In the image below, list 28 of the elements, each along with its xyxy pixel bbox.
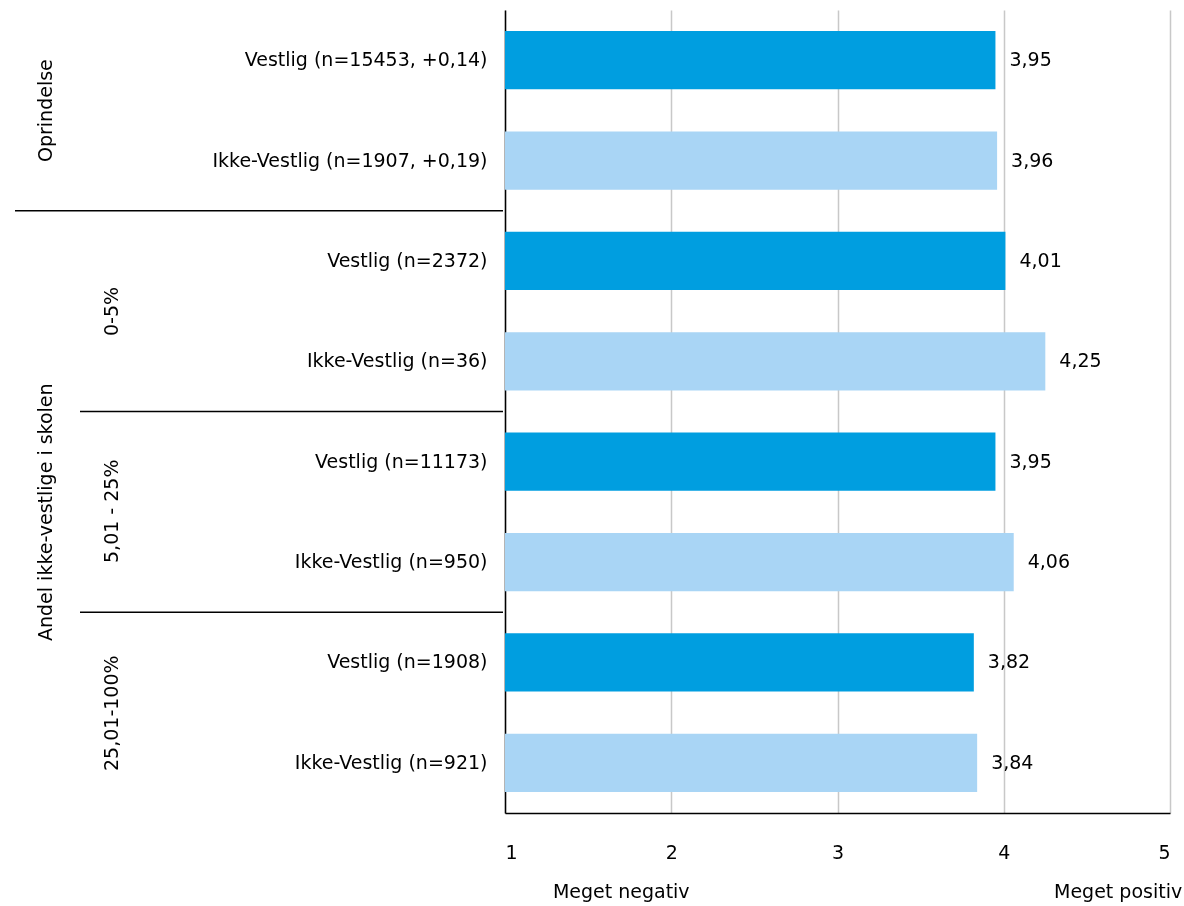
x-tick-label: 2: [665, 840, 678, 863]
y-tick-label: Ikke-Vestlig (n=36): [306, 349, 488, 372]
x-tick-label: 3: [831, 840, 845, 863]
text: Meget positiv: [1054, 880, 1183, 902]
data-label: 3,95: [1009, 48, 1052, 71]
data-label: 3,96: [1011, 148, 1054, 171]
text: Andel ikke-vestlige i skolen: [34, 383, 56, 641]
data-label: 3,95: [1009, 449, 1052, 472]
data-label: 4,25: [1059, 349, 1102, 372]
text: 5,01 - 25%: [100, 459, 122, 564]
data-label: 3,84: [991, 750, 1034, 773]
data-label: 3,82: [987, 650, 1031, 673]
y-tick-label: Ikke-Vestlig (n=950): [294, 550, 488, 573]
y-tick-label: Ikke-Vestlig (n=921): [294, 750, 488, 773]
y-tick-label: Vestlig (n=11173): [315, 449, 488, 472]
text: Oprindelse: [34, 59, 56, 162]
data-label: 4,06: [1027, 550, 1071, 573]
x-tick-label: 5: [1158, 840, 1171, 863]
text: 0-5%: [100, 286, 122, 336]
text: 25,01-100%: [100, 655, 122, 771]
y-tick-label: Ikke-Vestlig (n=1907, +0,19): [212, 148, 488, 171]
x-tick-label: 4: [998, 840, 1011, 863]
data-label: 4,01: [1019, 248, 1062, 271]
x-tick-label: 1: [505, 840, 518, 863]
y-tick-label: Vestlig (n=15453, +0,14): [244, 48, 488, 71]
text: Meget negativ: [552, 880, 690, 902]
y-tick-label: Vestlig (n=2372): [327, 248, 488, 271]
y-tick-label: Vestlig (n=1908): [327, 650, 488, 673]
